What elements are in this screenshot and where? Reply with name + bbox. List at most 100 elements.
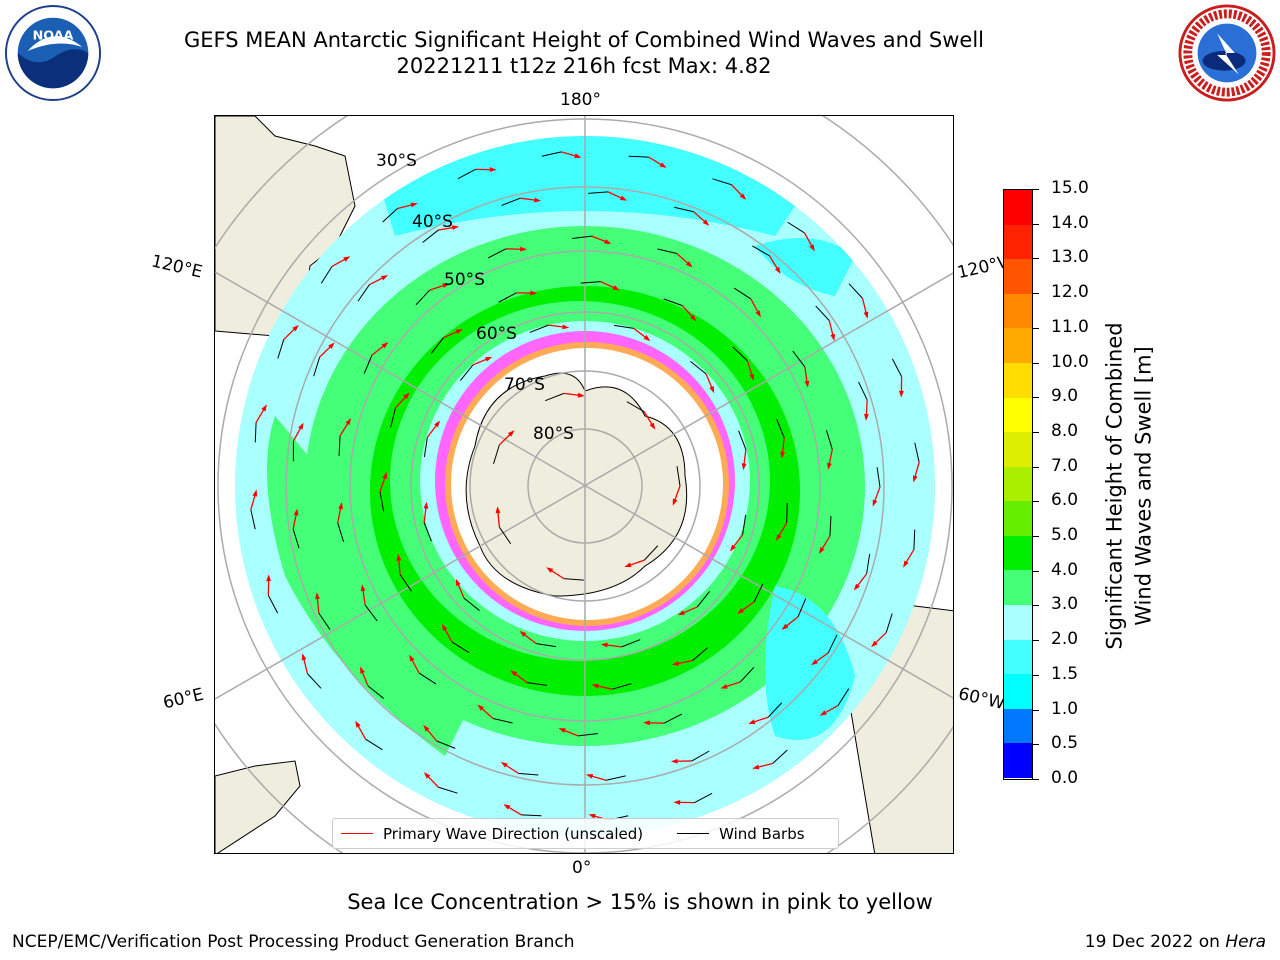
colorbar-segment [1004,293,1032,329]
colorbar-tick-label: 2.0 [1033,629,1078,649]
footer-credit: NCEP/EMC/Verification Post Processing Pr… [12,932,575,952]
wave-direction-arrow [379,476,386,493]
wave-direction-arrow [633,327,647,339]
wave-direction-arrow [472,358,488,366]
wave-direction-arrow [397,558,401,575]
wave-direction-arrow [250,494,256,510]
colorbar-segment [1004,674,1032,709]
wind-barb [626,401,645,413]
wave-direction-arrowhead [690,314,697,322]
wave-direction-arrowhead [720,684,728,689]
wind-barb [657,248,678,254]
wave-direction-arrow [319,345,332,358]
lon-label-60e: 60°E [161,684,206,714]
wave-direction-arrow [743,449,747,466]
wind-barb [738,430,747,450]
colorbar-tick-label: 11.0 [1033,317,1089,337]
wave-direction-arrowhead [495,506,501,514]
colorbar-tick-label: 10.0 [1033,352,1089,372]
wave-direction-arrowhead [292,324,299,332]
wave-direction-arrow [550,569,565,580]
wave-direction-arrowhead [360,584,366,592]
wind-barb [382,208,398,223]
footer-host: Hera [1225,932,1266,952]
wave-direction-arrow [777,522,788,538]
lon-label-180: 180° [560,90,601,110]
colorbar-tick-label: 15.0 [1033,178,1089,198]
wave-direction-arrowhead [811,659,819,666]
wave-direction-arrowhead [827,462,832,470]
wave-direction-arrowhead [863,414,869,421]
wind-barb [563,578,584,581]
wave-direction-arrow [861,298,868,315]
wave-direction-arrowhead [737,608,745,614]
wave-direction-arrowhead [380,275,389,281]
colorbar-tick-label: 1.5 [1033,664,1078,684]
wave-direction-arrowhead [519,630,527,637]
wind-barb [527,682,548,686]
wave-direction-arrowhead [752,764,760,770]
colorbar-tick-label: 0.5 [1033,733,1078,753]
wave-direction-arrowhead [672,498,678,506]
wave-direction-arrowhead [455,329,463,335]
colorbar-tick-label: 12.0 [1033,282,1089,302]
wave-direction-arrowhead [503,804,511,810]
wave-direction-arrow [600,281,616,289]
wave-direction-arrowhead [485,356,493,362]
chart-title: GEFS MEAN Antarctic Significant Height o… [183,28,985,52]
wave-direction-arrow [394,395,407,409]
colorbar-segment [1004,570,1032,606]
wind-barb [694,792,713,804]
wave-direction-arrowhead [741,463,747,471]
wind-barb [541,151,562,157]
wave-direction-arrow [429,284,445,291]
wind-barb [829,516,832,537]
colorbar-label-line1: Significant Height of Combined [1102,322,1127,650]
wave-direction-arrow [676,659,693,665]
wind-barb [521,814,542,817]
wind-barb [423,522,432,542]
wave-direction-arrowhead [442,283,450,288]
wind-barb [313,357,321,377]
wave-direction-arrowhead [266,574,272,582]
wave-direction-arrowhead [702,219,710,226]
wind-barb [815,305,830,321]
wave-direction-arrowhead [530,290,538,296]
wave-direction-arrow [425,728,438,742]
wave-direction-arrow [361,670,369,687]
wave-direction-arrowhead [355,720,361,728]
wind-barb [580,281,601,284]
wave-direction-arrow [339,421,350,437]
wind-barb [628,155,649,158]
wind-barb [451,641,470,654]
wave-direction-arrow [443,330,459,339]
wave-direction-arrowhead [898,390,904,398]
wave-direction-arrowhead [624,562,632,568]
colorbar-segment [1004,708,1032,744]
wind-barb [498,292,517,303]
wave-direction-arrow [457,583,465,599]
wave-direction-arrowhead [423,724,430,732]
wind-barb [876,467,881,488]
wind-barb [712,178,732,186]
wave-direction-arrowhead [534,197,542,203]
wave-direction-arrow [725,681,741,688]
wave-direction-arrow [507,806,522,816]
wave-direction-arrowhead [546,567,554,573]
wave-direction-arrowhead [643,335,651,342]
wave-direction-arrowhead [781,623,789,630]
wave-direction-arrow [410,658,420,674]
colorbar-label-line2: Wind Waves and Swell [m] [1131,346,1156,626]
wave-direction-arrow [828,320,834,337]
wave-direction-arrow [905,549,915,564]
wave-direction-arrowhead [659,162,667,168]
colorbar-segment [1004,328,1032,363]
wind-barb [460,364,474,381]
wave-direction-arrowhead [261,404,267,412]
wind-barb [786,502,788,523]
wave-direction-arrow [705,373,713,389]
wave-direction-arrow [548,324,565,328]
wave-direction-arrowhead [409,654,415,662]
wind-barb [772,749,788,764]
wind-barb [357,284,370,302]
